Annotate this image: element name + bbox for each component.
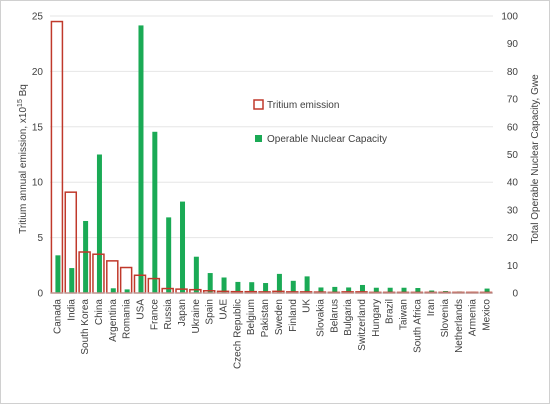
y-right-tick-label: 20	[507, 233, 519, 244]
x-tick-label: Belarus	[329, 299, 340, 333]
bar-capacity	[401, 287, 407, 293]
bar-capacity	[96, 154, 102, 293]
axis-layer: 0 5 10 15 20 25 0 10 20 30 40 50 60 70 80 90 100 Canada In…	[32, 12, 519, 370]
y-left-tick-label: 25	[32, 12, 44, 23]
legend: Tritium emission Operable Nuclear Capaci…	[253, 99, 387, 145]
x-tick-label: Switzerland	[357, 299, 368, 351]
bar-capacity	[69, 268, 75, 293]
bar-capacity	[332, 286, 338, 293]
x-tick-label: Belgium	[246, 299, 257, 335]
legend-label-capacity: Operable Nuclear Capacity	[267, 134, 387, 145]
x-tick-label: UAE	[219, 299, 230, 320]
x-tick-label: Bulgaria	[343, 299, 354, 336]
bar-capacity	[83, 220, 89, 293]
legend-swatch-tritium	[253, 99, 264, 110]
y-right-tick-label: 70	[507, 95, 519, 106]
y-axis-left-title-sup: 15	[17, 99, 24, 107]
y-right-tick-label: 40	[507, 178, 519, 189]
bar-capacity	[290, 280, 296, 293]
y-left-tick-label: 20	[32, 67, 44, 78]
x-tick-label: Ukraine	[191, 299, 202, 334]
bar-capacity	[387, 287, 393, 293]
y-right-tick-label: 100	[501, 12, 518, 23]
x-tick-label: India	[66, 299, 77, 321]
bar-capacity	[124, 289, 130, 293]
y-left-tick-label: 15	[32, 122, 44, 133]
y-left-tick-label: 5	[37, 233, 43, 244]
x-tick-label: UK	[302, 299, 313, 313]
x-tick-label: Canada	[52, 299, 63, 334]
x-tick-label: Czech Republic	[232, 299, 243, 369]
x-tick-label: Spain	[205, 299, 216, 325]
x-tick-label: Russia	[163, 299, 174, 330]
bar-capacity	[152, 131, 158, 293]
y-right-tick-label: 60	[507, 122, 519, 133]
bar-capacity	[110, 288, 116, 293]
y-right-tick-label: 90	[507, 39, 519, 50]
x-tick-label: South Korea	[80, 299, 91, 355]
x-tick-label: USA	[135, 299, 146, 320]
x-tick-label: Hungary	[371, 299, 382, 337]
bar-capacity	[276, 273, 282, 293]
y-left-tick-label: 10	[32, 178, 44, 189]
bar-capacity	[138, 25, 144, 293]
y-axis-right-title: Total Operable Nuclear Capacity, Gwe	[530, 74, 541, 244]
y-axis-left-title-unit: Bq	[18, 84, 29, 99]
bar-capacity	[263, 283, 269, 293]
x-tick-label: Argentina	[108, 299, 119, 342]
x-tick-label: Iran	[426, 299, 437, 316]
x-tick-label: France	[149, 299, 160, 331]
x-tick-label: Slovenia	[440, 299, 451, 338]
x-tick-label: China	[94, 299, 105, 326]
legend-label-tritium: Tritium emission	[267, 100, 339, 111]
y-right-tick-label: 10	[507, 261, 519, 272]
bar-capacity	[221, 277, 227, 293]
x-tick-label: Slovakia	[315, 299, 326, 337]
bar-capacity	[318, 287, 324, 293]
y-right-tick-label: 0	[512, 289, 518, 300]
x-tick-label: Netherlands	[454, 299, 465, 353]
bar-capacity	[55, 255, 61, 293]
bar-capacity	[304, 276, 310, 293]
x-tick-label: Brazil	[385, 299, 396, 324]
bar-capacity	[359, 284, 365, 293]
y-right-tick-label: 80	[507, 67, 519, 78]
x-tick-label: Taiwan	[399, 299, 410, 330]
bar-capacity	[484, 288, 490, 293]
bar-capacity	[249, 282, 255, 293]
x-tick-label: Romania	[122, 299, 133, 339]
x-tick-label: South Africa	[412, 299, 423, 353]
x-tick-label: Mexico	[482, 299, 493, 331]
bar-capacity	[346, 287, 352, 293]
y-left-tick-label: 0	[37, 289, 43, 300]
bar-capacity	[235, 281, 241, 293]
y-right-tick-label: 30	[507, 205, 519, 216]
y-axis-left-title-main: Tritium annual emission, x10	[18, 107, 29, 234]
bar-capacity	[415, 288, 421, 293]
bar-capacity	[193, 256, 199, 293]
bar-capacity	[373, 287, 379, 293]
bar-capacity	[180, 201, 186, 293]
bar-capacity	[207, 273, 213, 293]
x-tick-label: Armenia	[468, 299, 479, 337]
y-right-tick-label: 50	[507, 150, 519, 161]
x-tick-label: Pakistan	[260, 299, 271, 337]
legend-swatch-capacity	[255, 135, 262, 142]
x-tick-label: Japan	[177, 299, 188, 326]
y-axis-left-title: Tritium annual emission, x1015 Bq	[17, 84, 29, 234]
x-tick-label: Finland	[288, 299, 299, 332]
x-tick-label: Sweden	[274, 299, 285, 335]
bar-capacity	[166, 217, 172, 293]
